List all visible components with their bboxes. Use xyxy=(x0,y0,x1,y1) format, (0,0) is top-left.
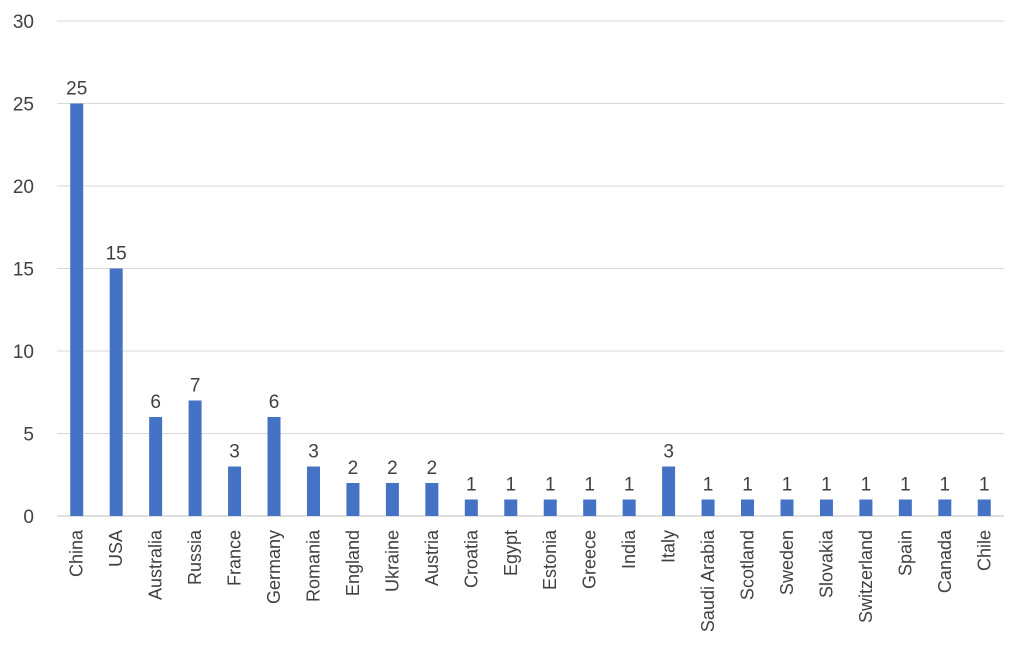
bar xyxy=(662,466,676,516)
bar xyxy=(188,400,202,516)
data-label: 1 xyxy=(782,475,793,496)
x-tick-label: Greece xyxy=(580,530,600,589)
data-label: 3 xyxy=(663,442,674,463)
data-label: 1 xyxy=(742,475,753,496)
x-tick-label: Spain xyxy=(895,530,915,576)
x-tick-label: Germany xyxy=(264,530,284,604)
data-label: 3 xyxy=(308,442,319,463)
data-label: 2 xyxy=(387,458,398,479)
x-tick-label: Saudi Arabia xyxy=(698,529,718,632)
bar xyxy=(504,499,518,516)
y-tick-label: 10 xyxy=(13,342,34,363)
data-label: 7 xyxy=(190,376,201,397)
bar xyxy=(977,499,991,516)
bar xyxy=(819,499,833,516)
bar xyxy=(70,103,84,516)
data-label: 6 xyxy=(150,392,161,413)
x-tick-label: Chile xyxy=(974,530,994,571)
bar xyxy=(622,499,636,516)
bars xyxy=(70,103,991,516)
data-label: 1 xyxy=(861,475,872,496)
x-tick-label: France xyxy=(225,530,245,586)
bar xyxy=(464,499,478,516)
bar xyxy=(228,466,242,516)
x-tick-label: England xyxy=(343,530,363,596)
data-label: 25 xyxy=(66,79,87,100)
y-tick-label: 5 xyxy=(23,425,34,446)
y-tick-label: 20 xyxy=(13,177,34,198)
data-label: 1 xyxy=(505,475,516,496)
x-tick-label: Ukraine xyxy=(382,530,402,592)
y-axis-tick-labels: 0 5 10 15 20 25 30 xyxy=(13,12,34,528)
bar xyxy=(583,499,597,516)
x-tick-label: Russia xyxy=(185,529,205,585)
x-tick-label: USA xyxy=(106,530,126,567)
data-label: 2 xyxy=(427,458,438,479)
x-tick-label: Estonia xyxy=(540,529,560,590)
bar xyxy=(780,499,794,516)
x-tick-label: Switzerland xyxy=(856,530,876,623)
data-label: 1 xyxy=(703,475,714,496)
data-label: 15 xyxy=(106,244,127,265)
data-label: 1 xyxy=(940,475,951,496)
x-tick-label: Slovakia xyxy=(816,529,836,598)
bar xyxy=(149,417,163,516)
data-label: 1 xyxy=(466,475,477,496)
x-axis-tick-labels: China USA Australia Russia France Germany Roma… xyxy=(67,529,995,632)
x-tick-label: Italy xyxy=(659,530,679,563)
x-tick-label: Croatia xyxy=(461,529,481,588)
bar xyxy=(741,499,755,516)
data-label: 2 xyxy=(348,458,359,479)
data-label: 1 xyxy=(545,475,556,496)
x-tick-label: India xyxy=(619,529,639,569)
x-tick-label: Romania xyxy=(303,529,323,602)
bar xyxy=(859,499,873,516)
bar xyxy=(543,499,557,516)
x-tick-label: Australia xyxy=(146,529,166,600)
data-label: 1 xyxy=(624,475,635,496)
data-label: 1 xyxy=(584,475,595,496)
data-label: 1 xyxy=(979,475,990,496)
data-label: 6 xyxy=(269,392,280,413)
bar xyxy=(898,499,912,516)
x-tick-label: Sweden xyxy=(777,530,797,595)
x-tick-label: China xyxy=(67,529,87,577)
bar xyxy=(425,483,439,516)
x-tick-label: Canada xyxy=(935,529,955,593)
y-tick-label: 0 xyxy=(23,507,34,528)
data-labels: 25 15 6 7 3 6 3 2 2 2 1 1 1 1 1 3 1 1 1 1 1 1 1 1 xyxy=(66,79,989,496)
data-label: 1 xyxy=(821,475,832,496)
x-tick-label: Austria xyxy=(422,529,442,586)
bar xyxy=(938,499,952,516)
bar xyxy=(385,483,399,516)
bar xyxy=(346,483,360,516)
x-tick-label: Egypt xyxy=(501,530,521,576)
y-tick-label: 15 xyxy=(13,260,34,281)
bar xyxy=(701,499,715,516)
data-label: 1 xyxy=(900,475,911,496)
data-label: 3 xyxy=(229,442,240,463)
x-tick-label: Scotland xyxy=(738,530,758,600)
gridlines xyxy=(57,20,1004,517)
bar xyxy=(267,417,281,516)
bar xyxy=(306,466,320,516)
y-tick-label: 25 xyxy=(13,95,34,116)
y-tick-label: 30 xyxy=(13,12,34,33)
bar xyxy=(109,268,123,516)
